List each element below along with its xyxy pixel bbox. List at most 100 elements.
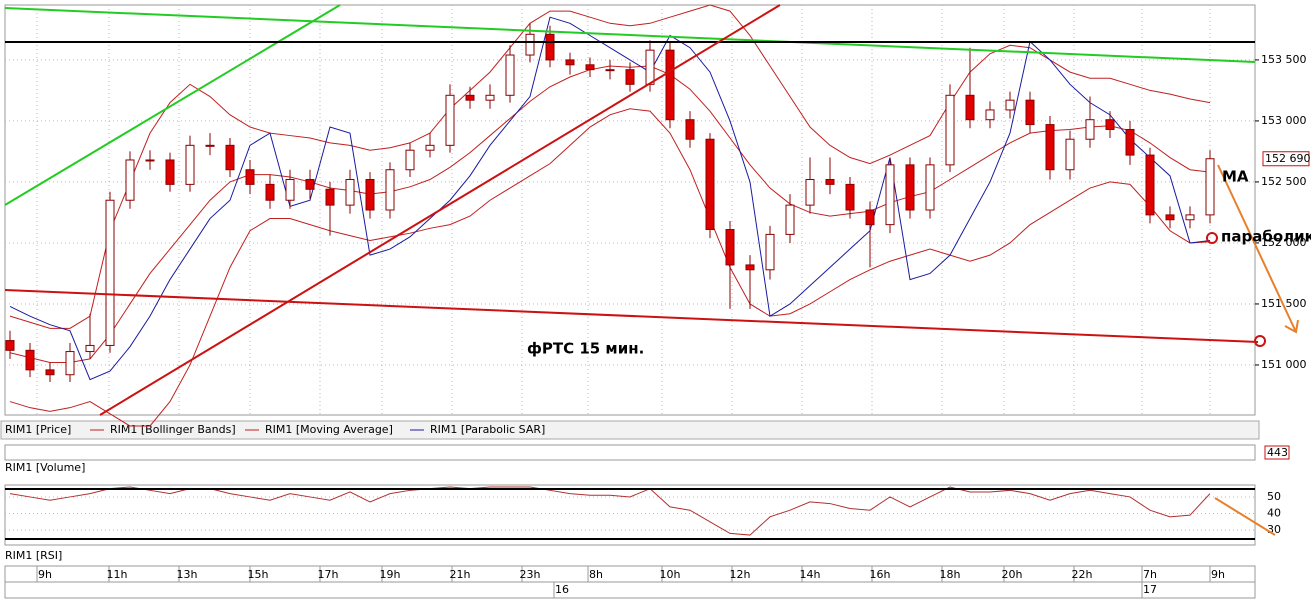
candle-body bbox=[825, 178, 835, 185]
candle-body bbox=[65, 351, 75, 376]
candle-body bbox=[1205, 158, 1215, 216]
parabolic-sar bbox=[9, 16, 1211, 381]
panel-title: RIM1 [RSI] bbox=[5, 549, 62, 562]
candle-body bbox=[1045, 124, 1055, 171]
marker-circle bbox=[1206, 232, 1218, 244]
panel-title: RIM1 [Volume] bbox=[5, 461, 85, 474]
candle-body bbox=[345, 178, 355, 206]
candle-body bbox=[545, 33, 555, 61]
x-tick-label: 8h bbox=[589, 568, 603, 581]
candle-body bbox=[365, 178, 375, 211]
x-tick-label: 7h bbox=[1143, 568, 1157, 581]
x-tick-label: 10h bbox=[660, 568, 681, 581]
annotation: MA bbox=[1222, 168, 1249, 186]
candle-body bbox=[385, 169, 395, 211]
candle-body bbox=[945, 94, 955, 166]
candle-body bbox=[1065, 138, 1075, 171]
y-tick-label: 152 500 bbox=[1261, 175, 1307, 188]
x-tick-label: 18h bbox=[940, 568, 961, 581]
date-label: 17 bbox=[1143, 583, 1157, 596]
x-tick-label: 15h bbox=[248, 568, 269, 581]
candle-body bbox=[25, 349, 35, 371]
candle-body bbox=[765, 233, 775, 271]
candle-body bbox=[45, 369, 55, 376]
candle-body bbox=[1125, 128, 1135, 156]
candle-body bbox=[685, 119, 695, 140]
candle-body bbox=[505, 54, 515, 96]
volume-panel bbox=[4, 444, 1256, 461]
x-tick-label: 19h bbox=[380, 568, 401, 581]
arrow-head bbox=[1284, 319, 1299, 334]
candle-body bbox=[985, 109, 995, 121]
arrow bbox=[1217, 164, 1297, 333]
x-tick-label: 14h bbox=[800, 568, 821, 581]
date-label: 16 bbox=[555, 583, 569, 596]
x-tick-label: 17h bbox=[318, 568, 339, 581]
legend-entry: RIM1 [Parabolic SAR] bbox=[430, 423, 545, 436]
rsi-tick-label: 50 bbox=[1267, 490, 1281, 503]
y-tick-label: 153 000 bbox=[1261, 114, 1307, 127]
candle-body bbox=[525, 33, 535, 56]
candle-body bbox=[805, 178, 815, 206]
trend-line bbox=[4, 289, 1259, 343]
candle-body bbox=[725, 229, 735, 266]
rsi-panel bbox=[4, 484, 1256, 546]
candle-body bbox=[245, 169, 255, 185]
candle-body bbox=[665, 49, 675, 121]
candle-body bbox=[305, 178, 315, 190]
candle-body bbox=[125, 159, 135, 201]
candle-body bbox=[845, 183, 855, 211]
candle-body bbox=[605, 69, 615, 72]
marks bbox=[5, 4, 1215, 536]
candle-body bbox=[1005, 99, 1015, 111]
candle-body bbox=[225, 144, 235, 171]
volume-max-label: 443 bbox=[1267, 446, 1288, 459]
legend-entry: RIM1 [Moving Average] bbox=[265, 423, 393, 436]
trend-line bbox=[4, 7, 1256, 63]
candle-body bbox=[265, 183, 275, 201]
candle-body bbox=[625, 69, 635, 85]
x-tick-label: 9h bbox=[38, 568, 52, 581]
candle-body bbox=[925, 164, 935, 211]
candle-body bbox=[285, 178, 295, 201]
last-price-box bbox=[1262, 151, 1310, 167]
chart-title: фРТС 15 мин. bbox=[527, 340, 644, 358]
candle-body bbox=[965, 94, 975, 121]
candle-body bbox=[445, 94, 455, 146]
candle-body bbox=[645, 49, 655, 85]
x-tick-label: 20h bbox=[1002, 568, 1023, 581]
candle-body bbox=[785, 204, 795, 235]
candle-body bbox=[1105, 119, 1115, 130]
candle-body bbox=[325, 188, 335, 206]
candle-body bbox=[85, 344, 95, 353]
candle-body bbox=[565, 59, 575, 66]
volume-label-box bbox=[1264, 445, 1290, 460]
x-tick-label: 12h bbox=[730, 568, 751, 581]
candle-body bbox=[1165, 214, 1175, 221]
x-tick-label: 11h bbox=[107, 568, 128, 581]
candle-body bbox=[585, 64, 595, 71]
x-tick-label: 22h bbox=[1072, 568, 1093, 581]
candle-body bbox=[145, 159, 155, 162]
trend-line bbox=[99, 4, 781, 416]
y-tick-label: 153 500 bbox=[1261, 53, 1307, 66]
candle-body bbox=[185, 144, 195, 185]
candle-body bbox=[485, 94, 495, 101]
x-tick-label: 9h bbox=[1211, 568, 1225, 581]
bollinger-upper bbox=[9, 4, 1211, 329]
candle-body bbox=[1085, 119, 1095, 140]
x-tick-label: 23h bbox=[520, 568, 541, 581]
legend-bar bbox=[0, 420, 1260, 440]
candle-body bbox=[905, 164, 915, 211]
y-tick-label: 152 000 bbox=[1261, 236, 1307, 249]
candle-body bbox=[425, 144, 435, 151]
candle-body bbox=[865, 209, 875, 226]
x-tick-label: 13h bbox=[177, 568, 198, 581]
candle-body bbox=[405, 149, 415, 171]
candle-body bbox=[1145, 154, 1155, 216]
candle-body bbox=[165, 159, 175, 185]
bollinger-lower bbox=[9, 108, 1211, 427]
candle-body bbox=[745, 264, 755, 271]
